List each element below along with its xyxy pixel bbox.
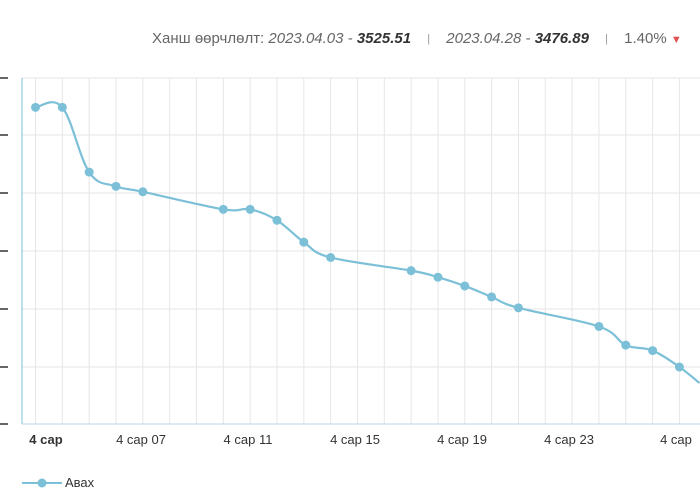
start-value: 3525.51 (356, 30, 412, 47)
data-point (245, 204, 255, 214)
x-axis-tick-label: 4 сар 23 (544, 432, 594, 447)
triangle-down-icon: ▼ (670, 34, 682, 46)
rate-change-summary: Ханш өөрчлөлт: 2023.04.03 - 3525.51 | 20… (152, 30, 682, 47)
data-point (84, 167, 94, 177)
data-point (513, 303, 523, 313)
data-point (648, 346, 658, 356)
data-point (326, 252, 336, 262)
data-point (487, 292, 497, 302)
separator: | (427, 33, 431, 45)
start-date: 2023.04.03 (268, 30, 344, 47)
data-point (218, 204, 228, 214)
data-point (31, 102, 40, 112)
data-point (272, 215, 282, 225)
end-value: 3476.89 (534, 30, 589, 47)
data-point (674, 362, 684, 372)
change-percent: 1.40% (624, 30, 667, 47)
x-axis-tick-label: 4 сар (660, 432, 692, 447)
x-axis-tick-label: 4 сар 19 (437, 432, 487, 447)
data-point (299, 237, 309, 247)
data-point (57, 102, 67, 112)
data-point (433, 272, 443, 282)
data-point (460, 281, 470, 291)
rate-change-label: Ханш өөрчлөлт: (152, 30, 265, 47)
x-axis-tick-label: 4 сар (29, 432, 62, 447)
end-date: 2023.04.28 (446, 30, 522, 47)
data-point (594, 321, 604, 331)
legend-series-label: Авах (65, 475, 95, 490)
x-axis-tick-label: 4 сар 07 (116, 432, 166, 447)
data-point (406, 266, 416, 276)
x-axis-tick-label: 4 сар 11 (224, 432, 273, 447)
data-point (111, 181, 121, 191)
separator: | (605, 33, 608, 45)
series-line (35, 101, 700, 384)
rate-change-header: Ханш өөрчлөлт: 2023.04.03 - 3525.51 | 20… (0, 0, 700, 78)
data-point (138, 187, 148, 197)
legend-series-swatch (22, 478, 62, 488)
data-point (621, 340, 631, 350)
x-axis-tick-label: 4 сар 15 (330, 432, 380, 447)
